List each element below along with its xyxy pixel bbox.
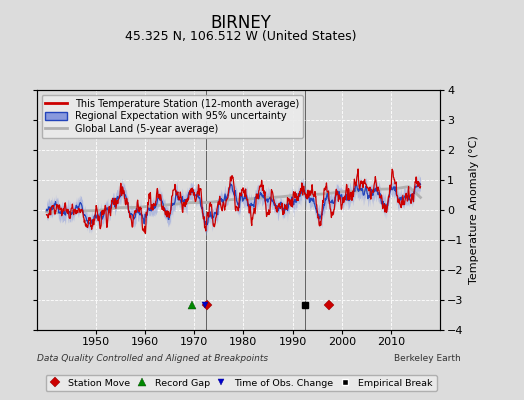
Legend: This Temperature Station (12-month average), Regional Expectation with 95% uncer: This Temperature Station (12-month avera… — [41, 95, 303, 138]
Text: 45.325 N, 106.512 W (United States): 45.325 N, 106.512 W (United States) — [125, 30, 357, 43]
Text: BIRNEY: BIRNEY — [211, 14, 271, 32]
Text: Berkeley Earth: Berkeley Earth — [395, 354, 461, 363]
Y-axis label: Temperature Anomaly (°C): Temperature Anomaly (°C) — [469, 136, 479, 284]
Text: Data Quality Controlled and Aligned at Breakpoints: Data Quality Controlled and Aligned at B… — [37, 354, 268, 363]
Legend: Station Move, Record Gap, Time of Obs. Change, Empirical Break: Station Move, Record Gap, Time of Obs. C… — [46, 375, 436, 391]
